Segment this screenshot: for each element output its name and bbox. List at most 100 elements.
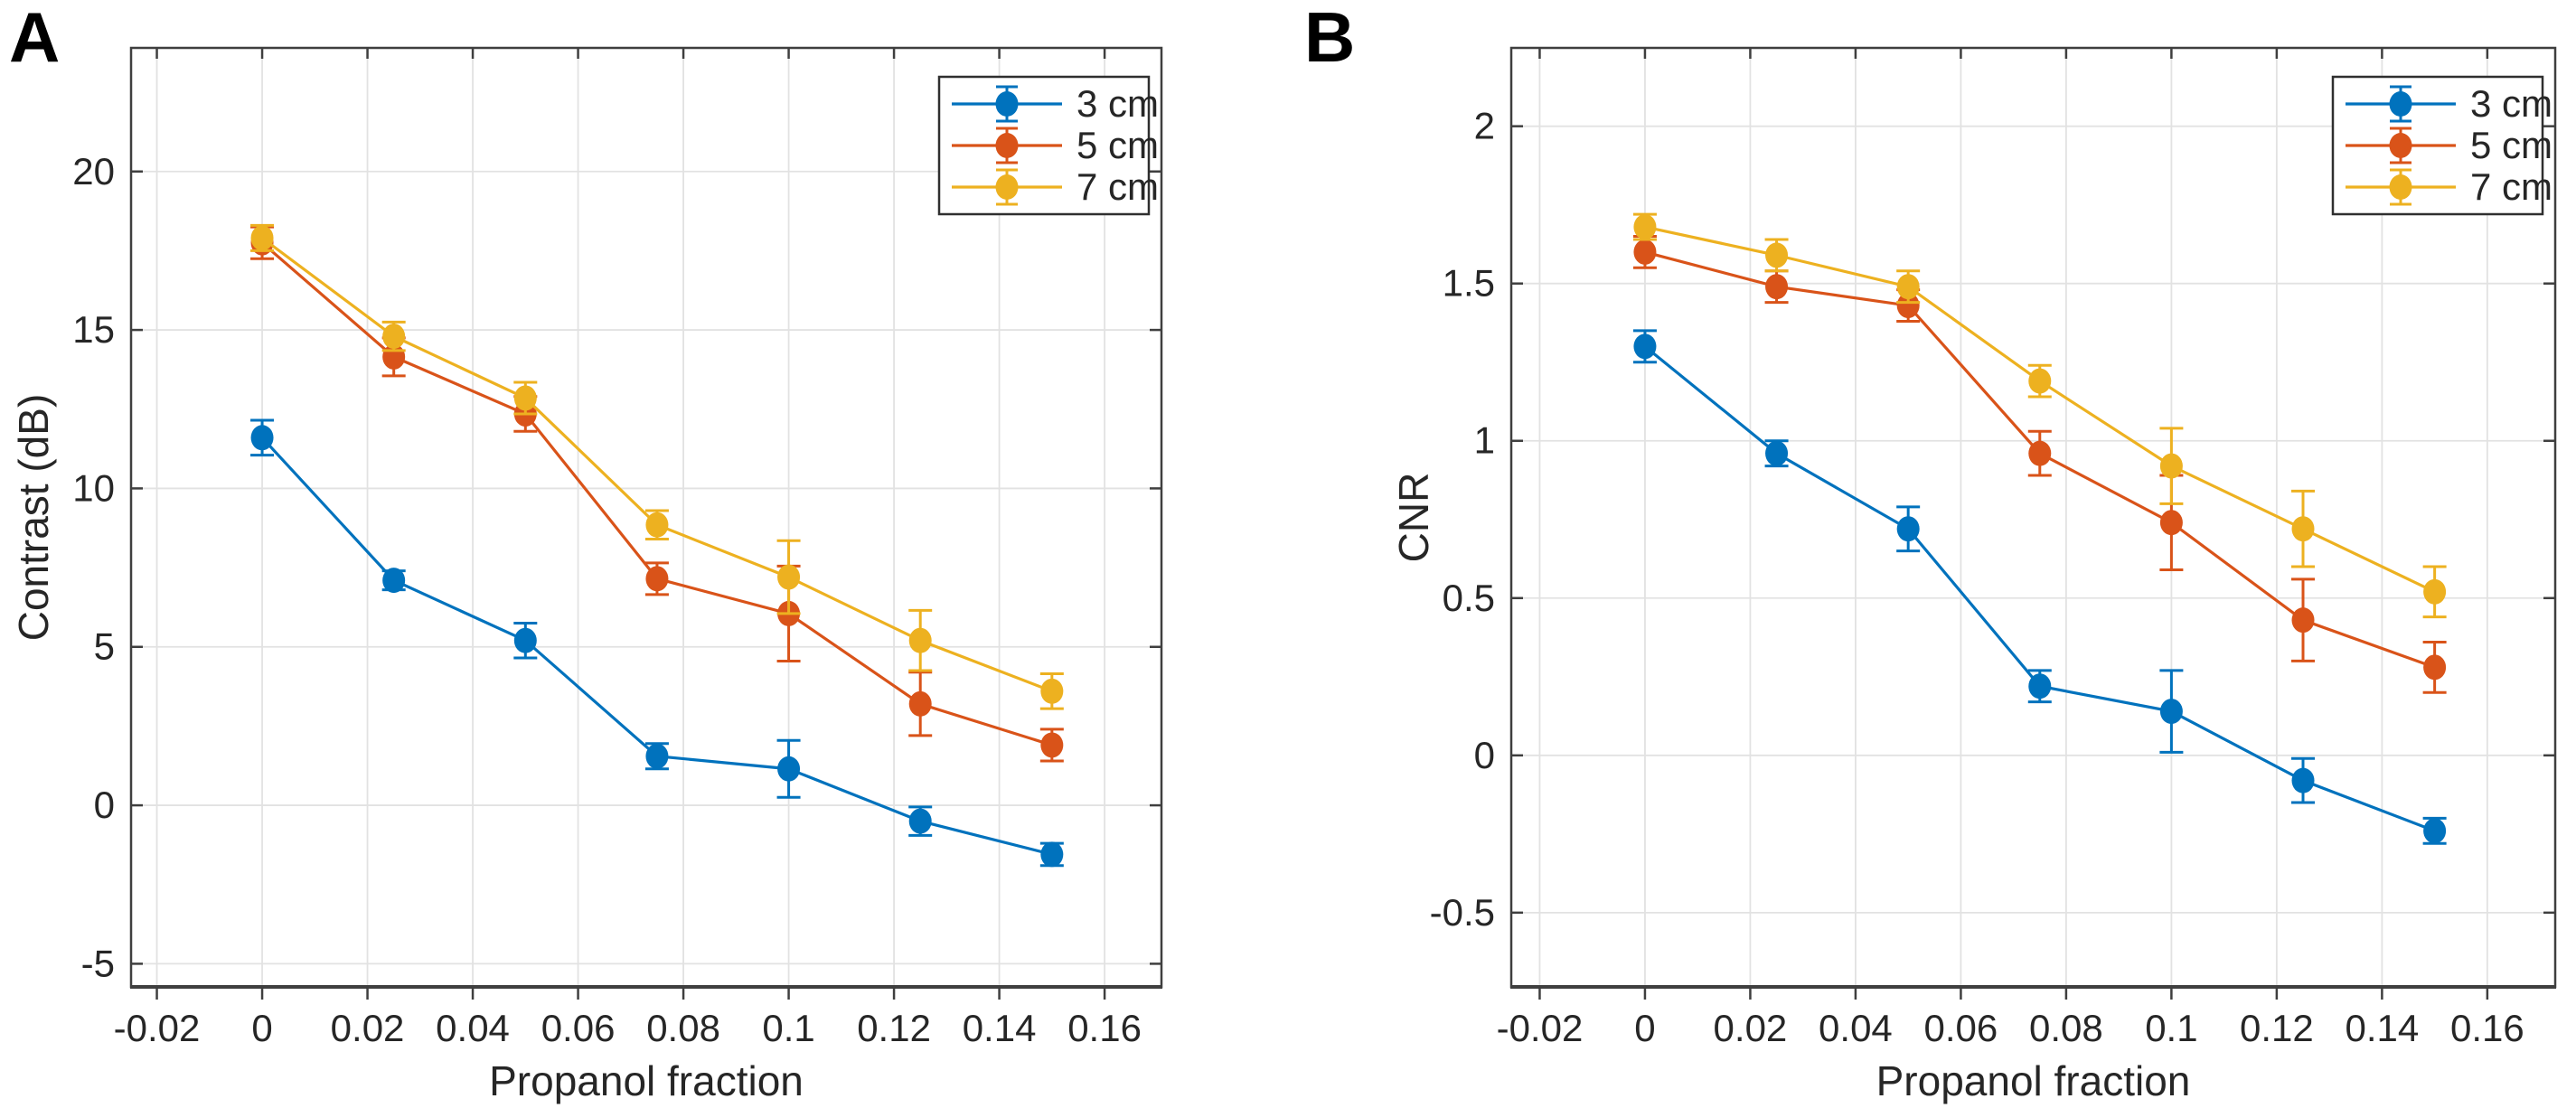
x-tick-label: -0.02: [1497, 1007, 1584, 1049]
x-axis-label: Propanol fraction: [489, 1057, 804, 1104]
y-tick-labels: -0.5 0 0.5 1 1.5 2: [1430, 105, 1495, 934]
data-point-marker: [2423, 818, 2447, 844]
y-tick-label: 5: [94, 625, 115, 668]
data-point-marker: [1896, 293, 1920, 319]
data-point-marker: [645, 566, 669, 592]
y-tick-label: 0: [1474, 734, 1495, 776]
legend-entry: 7 cm: [952, 165, 1159, 208]
y-tick-label: 2: [1474, 105, 1495, 147]
panel-label-b: B: [1304, 0, 1356, 77]
legend-entry: 7 cm: [2346, 165, 2552, 208]
x-tick-label: 0.08: [2029, 1007, 2103, 1049]
data-point-marker: [382, 324, 406, 350]
data-point-marker: [645, 743, 669, 769]
legend-entry: 3 cm: [2346, 82, 2552, 125]
data-point-marker: [908, 690, 932, 717]
x-tick-label: 0.08: [646, 1007, 720, 1049]
y-tick-labels: -5 0 5 10 15 20: [72, 150, 115, 985]
x-tick-labels: -0.02 0 0.02 0.04 0.06 0.08 0.1 0.12 0.14 0.16: [114, 1007, 1142, 1049]
data-point-marker: [2159, 453, 2183, 479]
data-point-marker: [1040, 841, 1064, 868]
x-tick-label: 0.1: [2145, 1007, 2197, 1049]
y-tick-label: 1.5: [1443, 262, 1495, 305]
data-point-marker: [2159, 699, 2183, 725]
data-point-marker: [2028, 673, 2052, 700]
data-point-marker: [2028, 440, 2052, 466]
x-tick-label: 0.02: [1714, 1007, 1788, 1049]
legend-marker: [995, 133, 1019, 158]
panel-label-a: A: [9, 0, 61, 77]
legend-marker: [2389, 174, 2412, 200]
data-point-marker: [250, 225, 274, 251]
legend-label: 5 cm: [1076, 124, 1159, 166]
y-tick-label: 10: [72, 466, 115, 509]
x-tick-label: 0.12: [857, 1007, 931, 1049]
data-point-marker: [1765, 440, 1789, 466]
legend-entry: 5 cm: [2346, 124, 2552, 166]
x-tick-label: 0.14: [963, 1007, 1037, 1049]
data-point-marker: [1765, 274, 1789, 300]
y-tick-label: -5: [81, 942, 115, 984]
data-point-marker: [513, 627, 537, 653]
x-axis-label: Propanol fraction: [1876, 1057, 2191, 1104]
y-tick-label: 15: [72, 308, 115, 351]
series-line-3cm: [1643, 345, 2436, 832]
data-point-marker: [1896, 516, 1920, 542]
x-tick-label: 0.1: [762, 1007, 814, 1049]
data-point-marker: [2159, 510, 2183, 536]
x-tick-label: 0.06: [541, 1007, 616, 1049]
data-point-marker: [1633, 214, 1657, 240]
data-point-marker: [1633, 239, 1657, 265]
y-axis-label: CNR: [1390, 473, 1437, 563]
legend-label: 5 cm: [2470, 124, 2552, 166]
x-tick-label: 0.14: [2345, 1007, 2419, 1049]
legend-label: 7 cm: [1076, 165, 1159, 208]
legend-label: 3 cm: [2470, 82, 2552, 125]
x-tick-label: 0.16: [2450, 1007, 2524, 1049]
x-tick-labels: -0.02 0 0.02 0.04 0.06 0.08 0.1 0.12 0.14 0.16: [1497, 1007, 2524, 1049]
series-line-5cm: [261, 241, 1053, 746]
x-tick-label: 0.12: [2240, 1007, 2314, 1049]
legend-label: 7 cm: [2470, 165, 2552, 208]
series-line-7cm: [261, 237, 1053, 693]
data-point-marker: [1896, 274, 1920, 300]
data-point-marker: [250, 425, 274, 451]
x-tick-label: 0.06: [1924, 1007, 1998, 1049]
x-tick-label: -0.02: [114, 1007, 201, 1049]
series-3cm: [1632, 329, 2447, 845]
legend-marker: [995, 174, 1019, 200]
series-5cm: [250, 225, 1064, 763]
y-axis-label: Contrast (dB): [10, 394, 57, 642]
series-5cm: [1632, 234, 2447, 694]
y-tick-label: -0.5: [1430, 891, 1495, 934]
y-tick-label: 0.5: [1443, 577, 1495, 619]
data-point-marker: [908, 627, 932, 653]
x-tick-label: 0: [251, 1007, 272, 1049]
series-7cm: [250, 223, 1064, 710]
legend-entry: 5 cm: [952, 124, 1159, 166]
chart-panel-b: -0.02 0 0.02 0.04 0.06 0.08 0.1 0.12 0.14 0.16-0.…: [1390, 46, 2557, 1104]
data-point-marker: [1633, 333, 1657, 360]
data-point-marker: [2423, 654, 2447, 681]
data-point-marker: [2423, 578, 2447, 605]
legend: 3 cm5 cm7 cm: [937, 75, 1159, 216]
axis-ticks: [1511, 48, 2555, 1000]
legend-marker: [2389, 91, 2412, 117]
data-point-marker: [2291, 607, 2315, 634]
data-point-marker: [777, 756, 801, 782]
legend-entry: 3 cm: [952, 82, 1159, 125]
data-point-marker: [908, 808, 932, 834]
x-tick-label: 0.16: [1067, 1007, 1142, 1049]
grid: [1511, 48, 2555, 987]
data-point-marker: [1040, 732, 1064, 758]
x-tick-label: 0: [1634, 1007, 1655, 1049]
data-point-marker: [2291, 516, 2315, 542]
y-tick-label: 1: [1474, 419, 1495, 462]
data-point-marker: [382, 568, 406, 594]
data-point-marker: [1765, 242, 1789, 268]
series-line-7cm: [1644, 225, 2436, 594]
x-tick-label: 0.02: [331, 1007, 405, 1049]
data-point-marker: [645, 512, 669, 538]
axis-ticks: [131, 48, 1161, 1000]
x-tick-label: 0.04: [436, 1007, 510, 1049]
